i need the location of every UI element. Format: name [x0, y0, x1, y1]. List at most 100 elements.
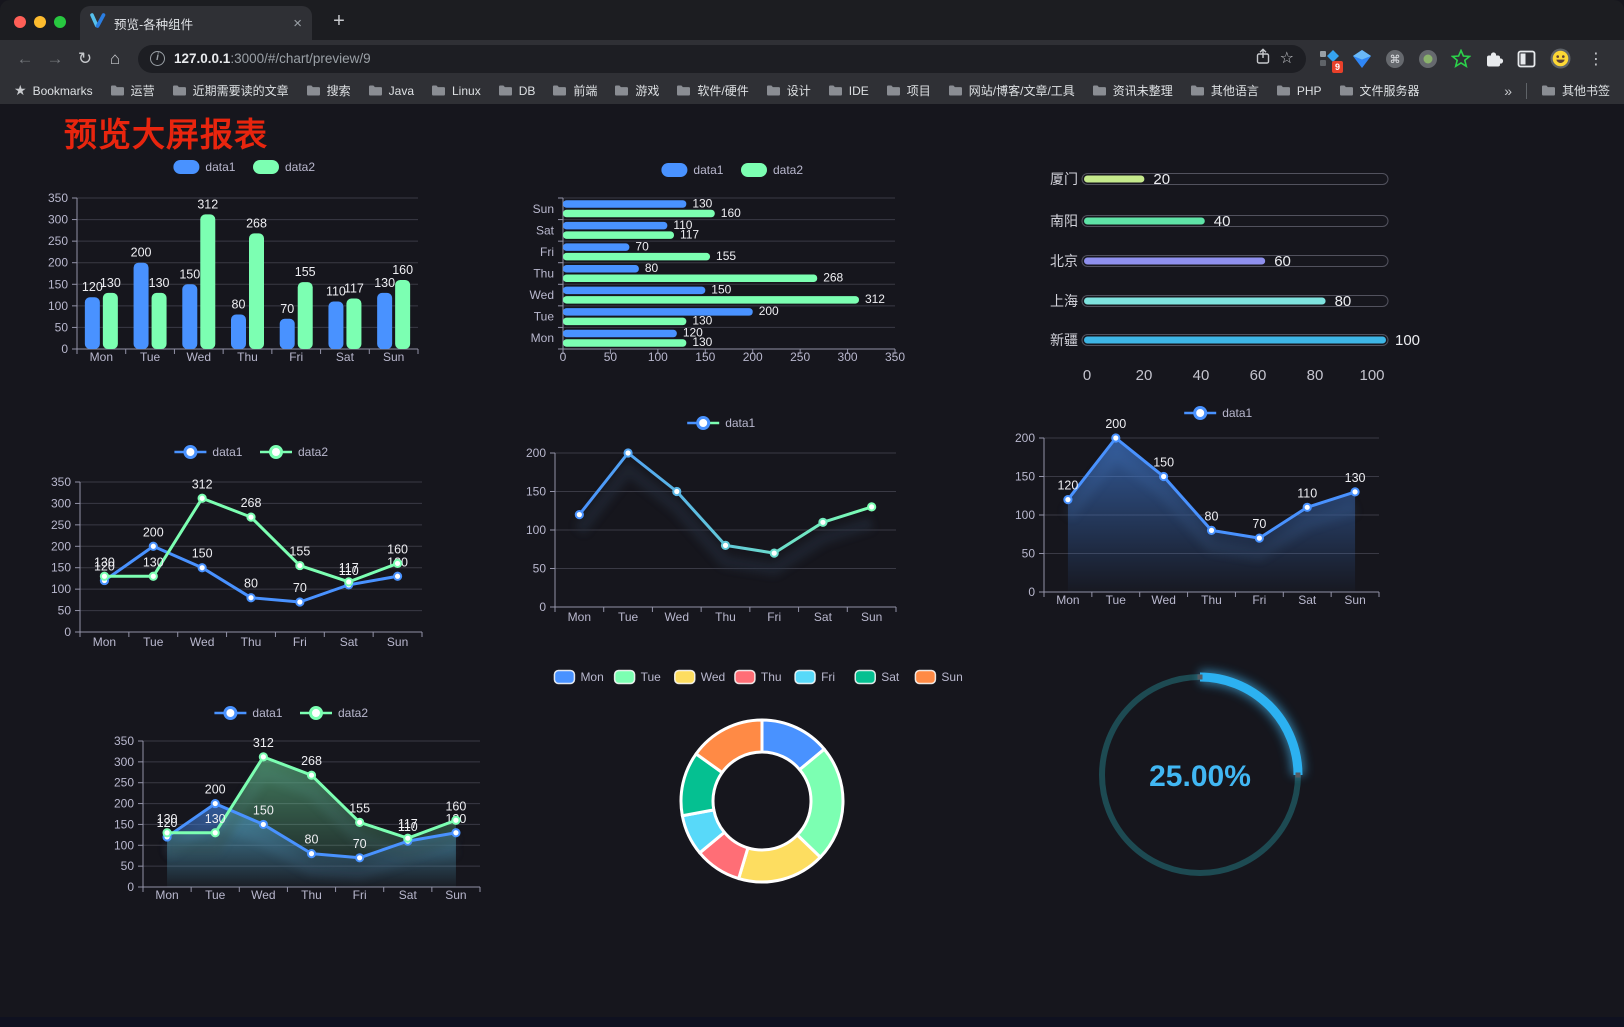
extension-sidebar-icon[interactable]: [1516, 48, 1538, 70]
bookmark-folder[interactable]: 软件/硬件: [676, 82, 749, 99]
extensions-area: 9 ⌘ ⋮: [1314, 48, 1614, 73]
bookmark-folder[interactable]: 项目: [886, 82, 931, 99]
svg-text:data2: data2: [338, 706, 368, 720]
svg-text:130: 130: [157, 812, 178, 826]
bookmark-star-icon[interactable]: ☆: [1279, 49, 1294, 67]
svg-text:Mon: Mon: [568, 610, 591, 624]
bookmarks-overflow-icon[interactable]: »: [1504, 82, 1512, 99]
svg-text:150: 150: [695, 350, 715, 364]
window-minimize-button[interactable]: [34, 16, 46, 28]
tab-strip: 预览-各种组件 × +: [0, 0, 1624, 40]
browser-tab[interactable]: 预览-各种组件 ×: [80, 6, 312, 40]
other-bookmarks-folder[interactable]: 其他书签: [1541, 82, 1610, 99]
bookmark-label: 网站/博客/文章/工具: [968, 84, 1075, 98]
chart-line-area[interactable]: 0 50 100 150 200 Mon Tue Wed Thu Fri Sat Sun 120 200 1…: [975, 385, 1405, 623]
svg-text:200: 200: [205, 783, 226, 797]
other-bookmarks-label: 其他书签: [1561, 84, 1610, 98]
extension-record-icon[interactable]: [1417, 48, 1439, 70]
svg-text:Wed: Wed: [530, 288, 554, 302]
chart-pie-donut[interactable]: Mon Tue Wed Thu Fri Sat Sun: [540, 660, 980, 910]
svg-text:155: 155: [716, 249, 736, 263]
url-bar[interactable]: i 127.0.0.1:3000/#/chart/preview/9 ☆: [138, 44, 1306, 73]
extension-emoji-icon[interactable]: [1549, 48, 1571, 70]
svg-text:200: 200: [143, 525, 164, 539]
svg-text:Mon: Mon: [93, 635, 116, 649]
bookmarks-manager[interactable]: ★ Bookmarks: [14, 82, 93, 99]
forward-icon[interactable]: →: [46, 48, 64, 68]
bookmark-folder[interactable]: 搜索: [306, 82, 351, 99]
bookmark-folder[interactable]: PHP: [1276, 84, 1322, 98]
url-text[interactable]: 127.0.0.1:3000/#/chart/preview/9: [174, 51, 1246, 66]
extension-grid-icon[interactable]: 9: [1318, 48, 1343, 73]
back-icon[interactable]: ←: [16, 48, 34, 68]
svg-text:130: 130: [143, 555, 164, 569]
svg-text:Sun: Sun: [1344, 593, 1365, 607]
bookmark-folder[interactable]: 其他语言: [1190, 82, 1259, 99]
bookmark-folder[interactable]: 设计: [766, 82, 811, 99]
chart-progress-bars[interactable]: 厦门 20 南阳 40 北京 60 上海 80 新疆 100 0 20 40 60 80 100: [1000, 150, 1430, 395]
window-zoom-button[interactable]: [54, 16, 66, 28]
extension-command-icon[interactable]: ⌘: [1384, 48, 1406, 70]
svg-text:Wed: Wed: [251, 888, 275, 902]
svg-text:Tue: Tue: [641, 670, 662, 684]
chart-line-gradient[interactable]: 0 50 100 150 200 Mon Tue Wed Thu Fri Sat Sun data1: [505, 400, 905, 638]
svg-text:data1: data1: [693, 163, 723, 177]
traffic-lights: [14, 16, 66, 28]
folder-icon: [1339, 85, 1353, 96]
bookmark-folder[interactable]: Linux: [431, 84, 481, 98]
bookmark-folder[interactable]: 文件服务器: [1339, 82, 1420, 99]
svg-text:150: 150: [114, 817, 134, 831]
svg-text:150: 150: [711, 283, 731, 297]
chart-gauge[interactable]: 25.00%: [1080, 655, 1325, 900]
svg-text:20: 20: [1136, 367, 1153, 384]
svg-text:130: 130: [692, 196, 712, 210]
svg-text:70: 70: [280, 302, 294, 316]
bookmark-label: IDE: [848, 83, 869, 98]
svg-text:120: 120: [1057, 479, 1078, 493]
svg-text:80: 80: [1335, 293, 1352, 310]
browser-menu-icon[interactable]: ⋮: [1588, 50, 1604, 68]
bookmarks-divider: [1525, 82, 1527, 99]
new-tab-button[interactable]: +: [333, 10, 345, 32]
bookmark-folder[interactable]: DB: [498, 84, 535, 98]
svg-text:200: 200: [51, 539, 71, 553]
chart-line-area-double[interactable]: 0 50 100 150 200 250 300 350 Mon Tue Wed Thu Fri Sat S…: [95, 700, 530, 928]
svg-text:Sun: Sun: [387, 635, 408, 649]
svg-text:0: 0: [560, 350, 567, 364]
svg-text:上海: 上海: [1050, 293, 1078, 309]
svg-text:300: 300: [48, 213, 68, 227]
site-info-icon[interactable]: i: [150, 51, 165, 66]
bookmark-folder[interactable]: 前端: [552, 82, 597, 99]
folder-icon: [110, 85, 124, 96]
svg-text:Thu: Thu: [1201, 593, 1222, 607]
svg-text:40: 40: [1214, 213, 1231, 230]
bookmark-folder[interactable]: 运营: [110, 82, 155, 99]
share-icon[interactable]: [1255, 48, 1271, 69]
bookmark-label: 运营: [130, 84, 155, 98]
extension-star-icon[interactable]: [1450, 48, 1472, 70]
chart-bar-vertical[interactable]: 0 50 100 150 200 250 300 350 Mon Tue Wed Thu Fri Sat S…: [40, 150, 475, 380]
bookmark-folder[interactable]: 资讯未整理: [1092, 82, 1173, 99]
bookmark-folder[interactable]: IDE: [828, 84, 869, 98]
tab-close-icon[interactable]: ×: [293, 14, 302, 32]
bookmark-folder[interactable]: 近期需要读的文章: [172, 82, 289, 99]
extension-gem-icon[interactable]: [1351, 48, 1373, 70]
svg-text:80: 80: [645, 261, 659, 275]
svg-text:Fri: Fri: [293, 635, 307, 649]
bookmark-folder[interactable]: 网站/博客/文章/工具: [948, 82, 1075, 99]
svg-text:100: 100: [114, 838, 134, 852]
chart-bar-horizontal[interactable]: 0 50 100 150 200 250 300 350 Mon 120 130 Tue 200 130 W…: [505, 150, 915, 380]
extension-badge: 9: [1331, 60, 1343, 73]
home-icon[interactable]: ⌂: [109, 48, 121, 68]
bookmark-label: 其他语言: [1210, 84, 1259, 98]
extension-puzzle-icon[interactable]: [1483, 48, 1505, 70]
chart-line-basic[interactable]: 0 50 100 150 200 250 300 350 Mon Tue Wed Thu Fri Sat S…: [38, 425, 473, 663]
bookmark-folder[interactable]: Java: [368, 84, 414, 98]
svg-text:70: 70: [353, 837, 367, 851]
svg-text:130: 130: [205, 812, 226, 826]
bookmark-folder[interactable]: 游戏: [614, 82, 659, 99]
window-close-button[interactable]: [14, 16, 26, 28]
svg-text:268: 268: [301, 754, 322, 768]
reload-icon[interactable]: ↻: [77, 48, 93, 68]
svg-text:155: 155: [289, 545, 310, 559]
